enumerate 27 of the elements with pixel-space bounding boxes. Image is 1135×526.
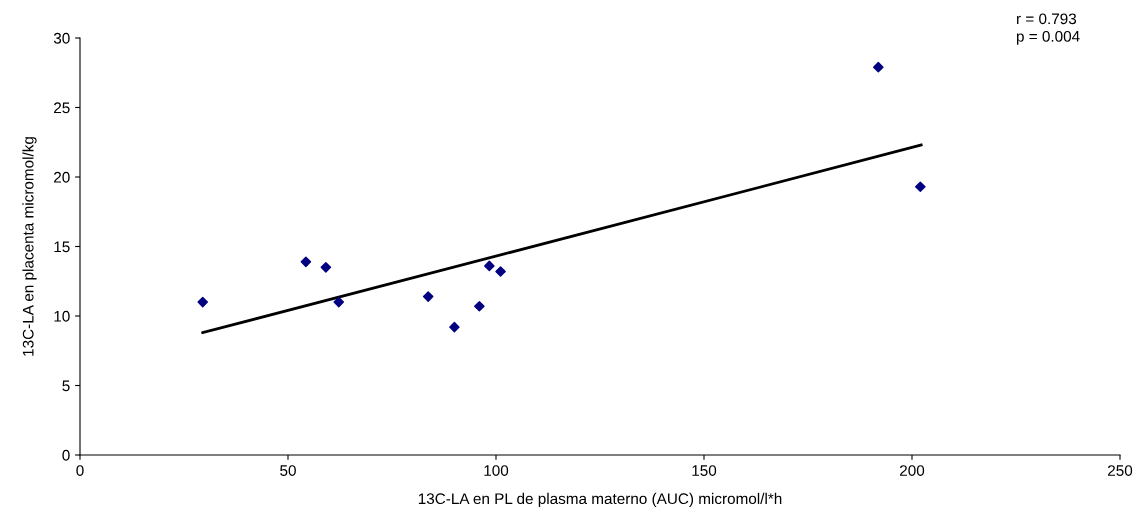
point (915, 181, 926, 193)
x-tick-label: 200 (900, 465, 925, 476)
x-tick-label: 0 (76, 465, 84, 476)
point (873, 61, 884, 73)
y-tick-label: 0 (62, 449, 70, 461)
y-tick-label: 25 (54, 102, 70, 114)
point (495, 266, 506, 277)
x-tick-label: 50 (280, 465, 296, 476)
y-tick-label: 10 (54, 310, 70, 322)
x-tick-label: 100 (484, 465, 509, 476)
y-tick-label: 30 (53, 32, 70, 44)
x-axis-title: 13C-LA en PL de plasma materno (AUC) micromol/l*h (418, 492, 782, 508)
y-tick-label: 20 (54, 171, 70, 183)
point (422, 291, 434, 302)
y-tick-label: 15 (54, 241, 70, 253)
point (484, 260, 495, 272)
x-tick-label: 150 (692, 465, 717, 476)
point (474, 300, 485, 312)
point (320, 262, 332, 273)
point (197, 296, 209, 308)
y-tick-label: 5 (62, 380, 70, 392)
x-tick-label: 250 (1108, 465, 1133, 476)
point (300, 256, 312, 268)
annotation: r = 0.793 p = 0.004 (1016, 13, 1080, 45)
point (449, 321, 460, 333)
y-axis-title: 13C-LA en placenta micromol/kg (22, 137, 37, 356)
point (333, 296, 345, 308)
